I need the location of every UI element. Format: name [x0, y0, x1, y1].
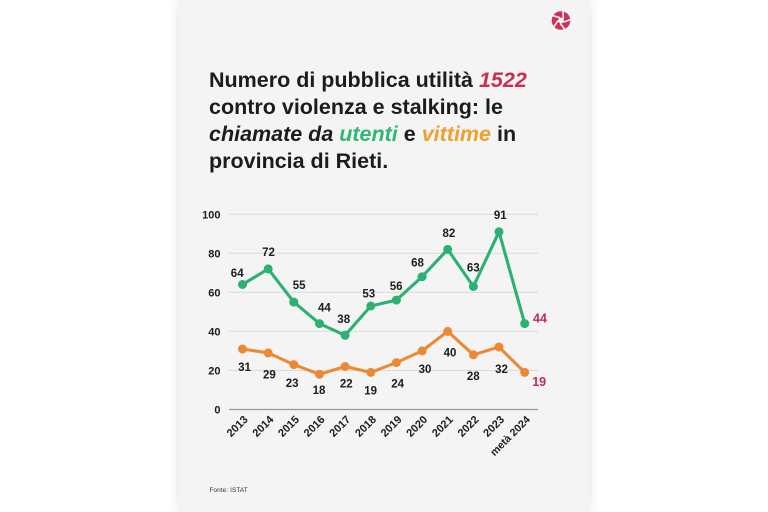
svg-text:2014: 2014: [251, 413, 277, 439]
svg-text:2015: 2015: [276, 414, 302, 440]
svg-text:0: 0: [214, 405, 220, 417]
svg-text:53: 53: [362, 289, 375, 301]
svg-text:44: 44: [533, 312, 547, 326]
svg-text:40: 40: [444, 348, 457, 360]
svg-text:19: 19: [532, 375, 546, 389]
svg-text:80: 80: [208, 248, 220, 260]
svg-text:31: 31: [238, 362, 251, 374]
svg-text:23: 23: [286, 378, 299, 390]
svg-text:82: 82: [443, 228, 456, 240]
svg-text:55: 55: [293, 280, 306, 292]
svg-text:2020: 2020: [404, 414, 430, 440]
svg-text:63: 63: [467, 263, 480, 275]
svg-text:44: 44: [318, 303, 331, 315]
svg-text:30: 30: [419, 364, 432, 376]
svg-text:100: 100: [202, 209, 220, 221]
svg-text:68: 68: [411, 258, 424, 270]
svg-text:91: 91: [494, 210, 507, 222]
svg-text:2016: 2016: [302, 414, 328, 440]
svg-text:40: 40: [208, 327, 220, 339]
svg-text:56: 56: [390, 281, 403, 293]
svg-text:2021: 2021: [430, 414, 456, 440]
svg-text:60: 60: [208, 288, 220, 300]
svg-text:2018: 2018: [353, 414, 379, 440]
svg-text:2017: 2017: [327, 414, 353, 440]
svg-text:22: 22: [340, 379, 353, 391]
svg-text:29: 29: [263, 369, 276, 381]
svg-text:2019: 2019: [379, 414, 405, 440]
svg-text:20: 20: [208, 366, 220, 378]
svg-text:2022: 2022: [456, 414, 482, 440]
svg-text:2013: 2013: [225, 414, 251, 440]
svg-text:24: 24: [391, 379, 404, 391]
svg-text:32: 32: [495, 364, 508, 376]
svg-text:72: 72: [262, 247, 275, 259]
svg-text:19: 19: [364, 386, 377, 398]
svg-text:18: 18: [313, 385, 326, 397]
svg-text:28: 28: [467, 371, 480, 383]
svg-text:38: 38: [337, 314, 350, 326]
svg-text:64: 64: [231, 268, 244, 280]
